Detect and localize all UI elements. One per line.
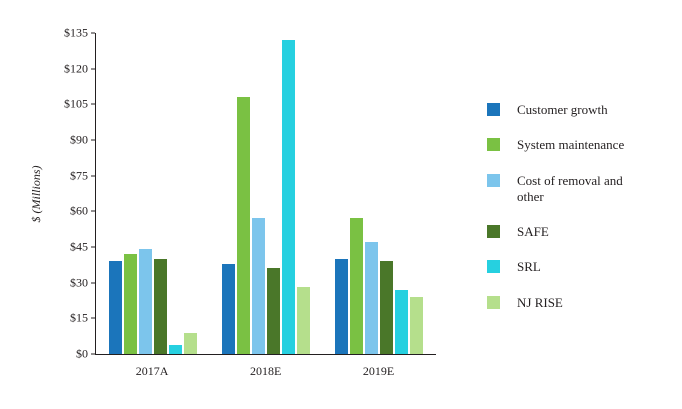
y-tick-mark (91, 317, 95, 319)
legend-label: Cost of removal and other (517, 172, 623, 204)
bar (138, 249, 152, 354)
y-tick-mark (91, 353, 95, 355)
x-tick-label: 2019E (362, 364, 395, 378)
legend-swatch (487, 295, 500, 309)
legend-swatch (487, 138, 500, 152)
legend-label: System maintenance (517, 137, 625, 153)
bar (350, 218, 364, 354)
legend-swatch (487, 103, 500, 116)
bar (410, 296, 424, 354)
y-tick-label: $60 (70, 203, 88, 218)
bar (123, 254, 137, 354)
legend-label: NJ RISE (517, 294, 563, 310)
y-tick-label: $75 (70, 168, 88, 183)
bar (168, 344, 182, 354)
legend-item: NJ RISE (487, 295, 657, 311)
legend: Customer growth System maintenance Cost of… (487, 102, 657, 311)
bar (251, 218, 265, 354)
y-tick-label: $120 (64, 61, 88, 76)
y-tick-mark (91, 139, 95, 141)
y-tick-mark (91, 282, 95, 284)
bar (183, 332, 197, 354)
legend-swatch (487, 260, 500, 274)
legend-item: System maintenance (487, 137, 657, 153)
y-tick-label: $0 (76, 346, 88, 361)
bar (236, 97, 250, 354)
y-tick-label: $90 (70, 132, 88, 147)
bar (296, 287, 310, 354)
legend-label: Customer growth (517, 102, 608, 117)
bar-group-2018E (221, 33, 310, 354)
bar (335, 258, 349, 354)
y-tick-label: $45 (70, 239, 88, 254)
y-tick-mark (91, 246, 95, 248)
y-axis-tick-labels: $0 $15 $30 $45 $60 $75 $90 $105 $120 $135 (0, 26, 88, 361)
legend-item: Cost of removal and other (487, 173, 657, 206)
plot-area (91, 32, 436, 355)
y-tick-label: $105 (64, 96, 88, 111)
y-tick-mark (91, 210, 95, 212)
legend-swatch (487, 173, 500, 187)
x-axis-tick-labels: 2017A 2018E 2019E (95, 364, 435, 379)
bar (281, 40, 295, 354)
bar (395, 289, 409, 354)
legend-label: SRL (517, 259, 541, 275)
x-tick-label: 2018E (249, 364, 282, 378)
bar-group-2019E (335, 33, 424, 354)
y-tick-label: $15 (70, 310, 88, 325)
bar (153, 258, 167, 354)
y-tick-mark (91, 175, 95, 177)
bar-group-2017A (108, 33, 197, 354)
bar (221, 263, 235, 354)
y-tick-mark (91, 32, 95, 34)
legend-label: SAFE (517, 224, 549, 239)
bar (380, 261, 394, 354)
x-tick-label: 2017A (135, 364, 169, 378)
y-tick-label: $135 (64, 25, 88, 40)
bar (266, 268, 280, 354)
legend-item: SRL (487, 259, 657, 275)
y-tick-label: $30 (70, 275, 88, 290)
legend-item: SAFE (487, 224, 657, 240)
y-tick-mark (91, 103, 95, 105)
y-tick-mark (91, 68, 95, 70)
legend-item: Customer growth (487, 102, 657, 118)
bar (365, 242, 379, 354)
legend-swatch (487, 225, 500, 238)
bar (108, 261, 122, 354)
